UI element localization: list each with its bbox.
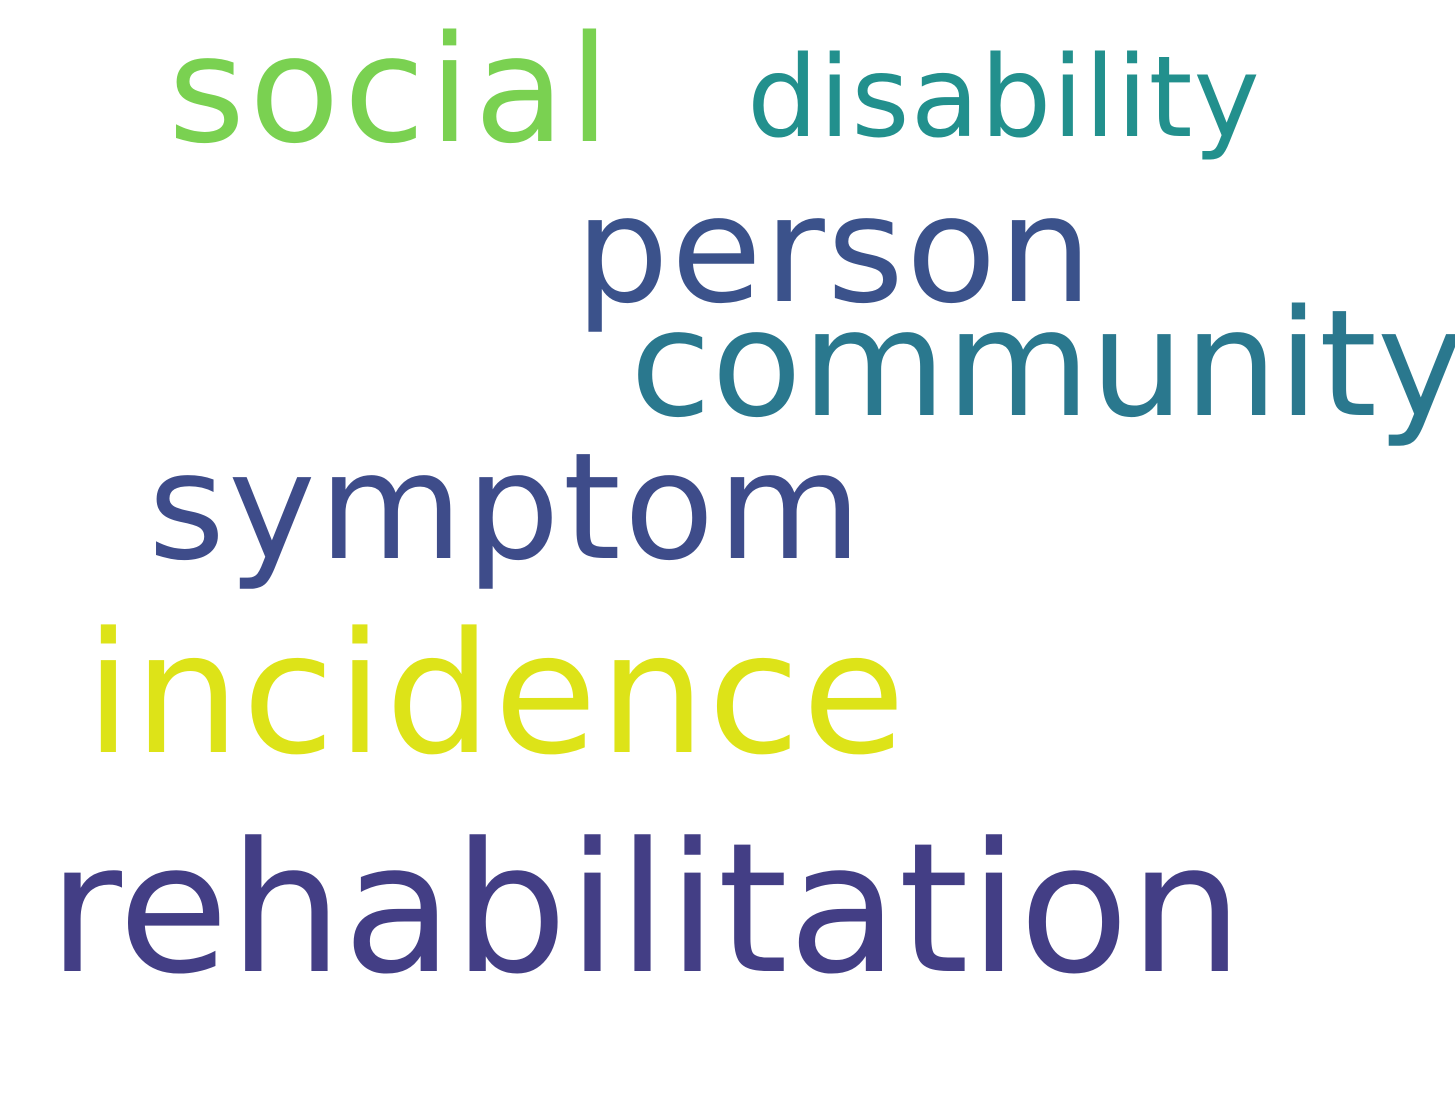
word-symptom: symptom	[148, 421, 865, 593]
word-community: community	[630, 278, 1455, 450]
word-social: social	[168, 4, 614, 176]
word-person: person	[575, 164, 1095, 336]
word-rehabilitation: rehabilitation	[48, 805, 1244, 1014]
word-disability: disability	[747, 33, 1261, 163]
word-incidence: incidence	[85, 596, 908, 792]
